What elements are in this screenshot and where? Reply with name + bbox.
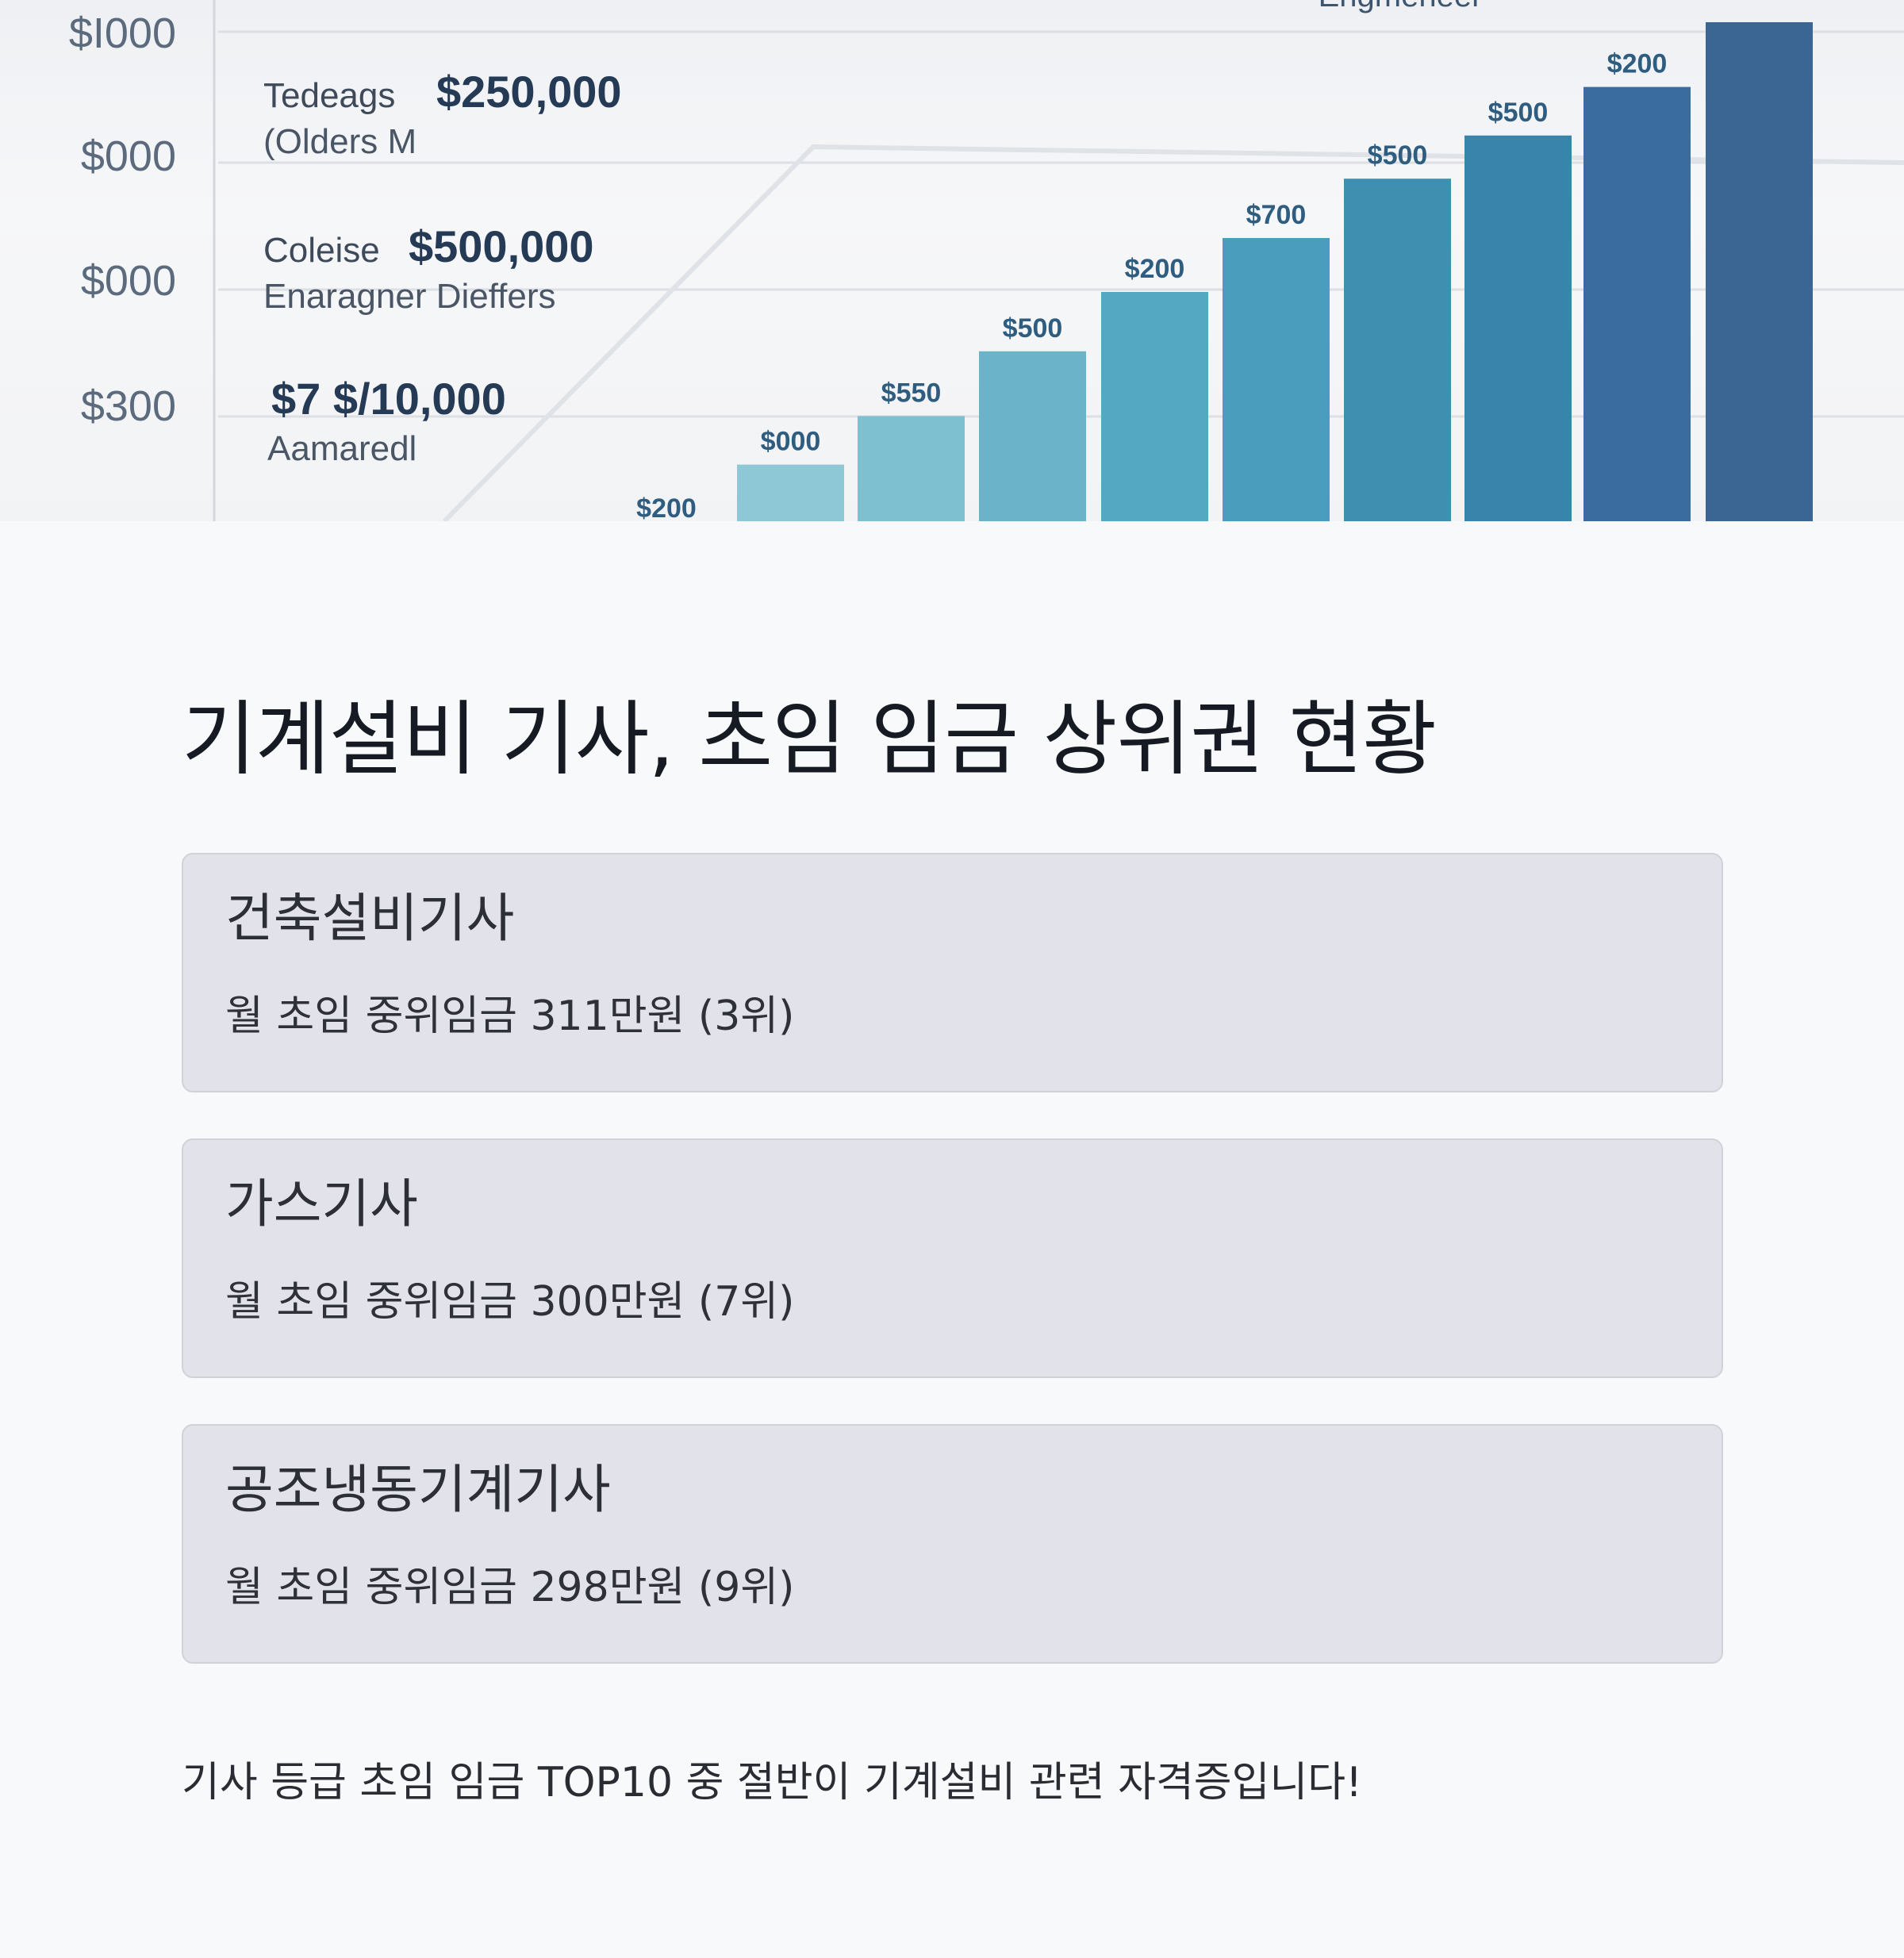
bar: [1344, 179, 1451, 521]
annotation-value: $250,000: [436, 67, 622, 117]
card-title: 건축설비기사: [225, 888, 515, 949]
page-title: 기계설비 기사, 초임 임금 상위권 현황: [182, 693, 1437, 787]
bar: [1101, 292, 1208, 521]
bar-value-label: $200: [636, 493, 697, 521]
annotations: Tedeags $250,000 (Olders M Coleise $500,000 E…: [263, 67, 622, 468]
annotation-sublabel: Enaragner Dieffers: [263, 277, 556, 316]
y-tick-label: $I000: [69, 10, 176, 57]
salary-bar-chart: $I000 $000 $000 $300 $200 $000 $550 $500 $200 $7…: [69, 0, 1904, 521]
y-tick-label: $300: [81, 382, 176, 430]
qualification-card: 건축설비기사 월 초임 중위임금 311만원 (3위): [182, 853, 1723, 1092]
bar: [737, 464, 844, 521]
bar: [1223, 238, 1330, 521]
card-title: 가스기사: [225, 1173, 418, 1234]
bar: [858, 416, 965, 521]
bars: [737, 22, 1813, 521]
annotation-sublabel: Aamaredl: [267, 429, 416, 468]
bar: [1583, 86, 1691, 521]
card-title: 공조냉동기계기사: [225, 1459, 611, 1520]
annotation-label: Tedeags: [263, 76, 395, 115]
bar-value-label: $700: [1246, 200, 1307, 230]
annotation-label: Coleise: [263, 231, 380, 270]
annotation-value: $500,000: [409, 221, 594, 271]
card-description: 월 초임 중위임금 298만원 (9위): [225, 1564, 795, 1611]
series-label: Engmeneer: [1319, 0, 1483, 13]
y-tick-label: $000: [81, 257, 176, 305]
bar-value-label: $500: [1368, 140, 1428, 171]
bar: [1706, 22, 1813, 521]
bar-value-label: $500: [1003, 313, 1063, 344]
card-description: 월 초임 중위임금 311만원 (3위): [225, 992, 795, 1040]
hero-chart-image: $I000 $000 $000 $300 $200 $000 $550 $500 $200 $7…: [0, 0, 1904, 521]
y-tick-label: $000: [81, 132, 176, 180]
qualification-card: 가스기사 월 초임 중위임금 300만원 (7위): [182, 1138, 1723, 1378]
bar-labels: $200 $000 $550 $500 $200 $700 $500 $500 $200: [636, 49, 1667, 521]
bar-value-label: $200: [1125, 254, 1185, 284]
bar-value-label: $000: [761, 427, 821, 457]
bar-value-label: $500: [1488, 98, 1549, 128]
y-axis-ticks: $I000 $000 $000 $300: [69, 10, 176, 430]
bar-value-label: $550: [881, 378, 942, 408]
annotation-sublabel: (Olders M: [263, 122, 416, 161]
footnote-text: 기사 등급 초임 임금 TOP10 중 절반이 기계설비 관련 자격증입니다!: [182, 1759, 1362, 1806]
qualification-card: 공조냉동기계기사 월 초임 중위임금 298만원 (9위): [182, 1424, 1723, 1664]
bar-value-label: $200: [1607, 49, 1668, 79]
bar: [979, 351, 1086, 521]
annotation-value: $7 $/10,000: [271, 374, 506, 424]
card-description: 월 초임 중위임금 300만원 (7위): [225, 1278, 795, 1326]
bar: [1464, 135, 1572, 521]
